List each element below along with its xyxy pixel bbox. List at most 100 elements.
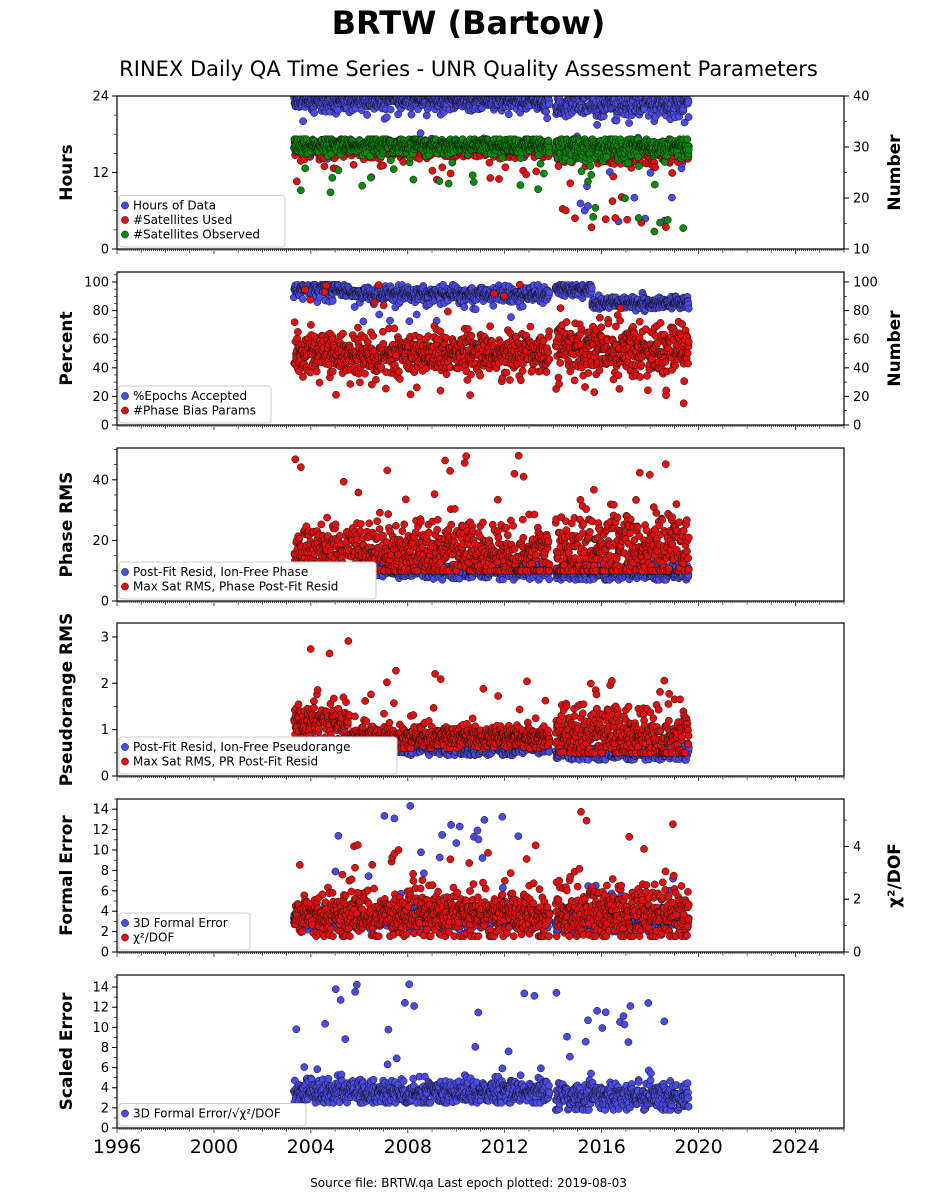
data-point [292, 177, 301, 186]
data-point [296, 186, 305, 195]
data-point [469, 178, 478, 186]
data-point [438, 163, 447, 172]
data-point [591, 203, 600, 212]
data-point [460, 303, 469, 311]
data-point [357, 106, 366, 114]
y-tick-label: 0 [101, 243, 109, 258]
page-subtitle: RINEX Daily QA Time Series - UNR Quality… [119, 57, 818, 81]
data-point [386, 316, 394, 325]
plot-area [290, 280, 693, 408]
data-point [587, 223, 596, 232]
data-point [366, 173, 375, 182]
data-point [301, 285, 310, 294]
data-point [656, 218, 664, 227]
y-right-tick-label: 20 [853, 192, 870, 207]
data-point [326, 188, 335, 197]
data-point [448, 158, 457, 167]
data-point [489, 301, 498, 310]
data-point [363, 111, 371, 119]
series-3-points [290, 135, 693, 236]
data-point [435, 177, 444, 185]
y-right-tick-label: 10 [853, 243, 870, 258]
data-point [545, 149, 554, 157]
data-point [375, 310, 384, 319]
data-point [684, 145, 693, 154]
data-point [444, 179, 453, 188]
data-point [382, 113, 391, 122]
data-point [386, 156, 395, 165]
data-point [320, 162, 329, 171]
data-point [471, 305, 480, 314]
data-point [663, 216, 672, 224]
plot-area [290, 96, 693, 236]
data-point [446, 169, 455, 178]
data-point [498, 154, 507, 162]
data-point [679, 224, 688, 232]
data-point [668, 193, 676, 202]
data-point [624, 158, 633, 167]
data-point [542, 107, 550, 116]
data-point [544, 136, 553, 145]
legend-marker [121, 230, 129, 239]
data-point [536, 159, 545, 168]
data-point [577, 167, 586, 176]
legend-label: Hours of Data [133, 199, 216, 213]
data-point [358, 181, 367, 190]
data-point [668, 169, 677, 177]
data-point [349, 160, 358, 169]
data-point [534, 185, 542, 194]
data-point [495, 175, 503, 183]
data-point [468, 171, 477, 180]
data-point [299, 373, 307, 381]
data-point [379, 161, 387, 170]
data-point [290, 318, 299, 327]
data-point [586, 162, 595, 170]
data-point [630, 193, 639, 202]
data-point [623, 215, 632, 224]
data-point [593, 121, 602, 129]
data-point [608, 197, 617, 206]
data-point [611, 214, 620, 222]
series-1-points [290, 281, 693, 326]
data-point [405, 317, 414, 326]
data-point [609, 172, 618, 181]
data-point [625, 119, 633, 127]
data-point [328, 173, 337, 182]
data-point [389, 165, 398, 173]
data-point [660, 158, 669, 166]
data-point [634, 162, 643, 170]
data-point [412, 310, 421, 319]
legend-marker [121, 201, 129, 210]
y-right-tick-label: 40 [853, 90, 870, 105]
data-point [662, 223, 670, 231]
data-point [507, 313, 515, 321]
data-point [428, 166, 437, 175]
data-point [634, 153, 643, 161]
data-point [571, 214, 579, 223]
data-point [485, 158, 494, 167]
y-tick-label: 24 [92, 90, 109, 105]
data-point [587, 170, 596, 179]
data-point [334, 166, 343, 175]
data-point [684, 113, 693, 121]
data-point [320, 288, 329, 296]
data-point [399, 158, 408, 166]
data-point [501, 163, 510, 172]
series-1-points [290, 96, 693, 226]
data-point [422, 111, 431, 120]
legend-marker [121, 216, 129, 224]
data-point [516, 181, 525, 189]
data-point [634, 214, 643, 222]
data-point [416, 129, 425, 137]
y-tick-label: 12 [92, 166, 109, 181]
data-point [312, 367, 321, 376]
legend-label: #Satellites Observed [133, 228, 260, 242]
y-right-tick-label: 30 [853, 141, 870, 156]
data-point [298, 295, 307, 303]
data-point [315, 378, 324, 387]
data-point [587, 284, 596, 292]
data-point [359, 317, 368, 326]
legend-label: #Satellites Used [133, 213, 232, 227]
data-point [504, 110, 513, 119]
